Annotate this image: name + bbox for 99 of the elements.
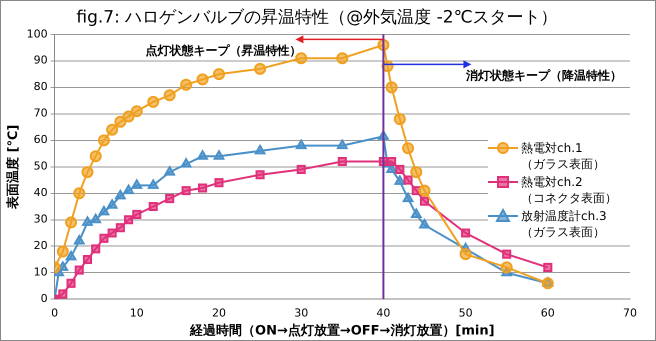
chart-title: fig.7: ハロゲンバルブの昇温特性（@外気温度 -2℃スタート）: [76, 8, 558, 28]
point: [420, 196, 430, 206]
annotation: 消灯状態キープ（降温特性）: [465, 68, 622, 83]
point: [336, 140, 348, 150]
point: [58, 289, 68, 298]
point: [130, 105, 143, 118]
point: [386, 81, 398, 94]
point: [82, 254, 92, 264]
point: [338, 156, 347, 166]
point: [147, 96, 160, 108]
point: [214, 178, 224, 188]
point: [148, 202, 158, 212]
point: [182, 186, 191, 196]
y-tick-label: 10: [34, 266, 48, 279]
point: [66, 250, 76, 260]
point: [114, 116, 126, 128]
point: [336, 52, 348, 64]
point: [73, 187, 86, 200]
point: [502, 250, 512, 259]
point: [164, 89, 176, 102]
point: [296, 140, 307, 150]
y-tick-label: 90: [34, 54, 48, 67]
y-tick-label: 100: [26, 27, 48, 40]
point: [196, 73, 209, 86]
y-tick-label: 40: [34, 186, 48, 200]
x-tick-label: 30: [294, 306, 308, 320]
point: [124, 215, 134, 224]
point: [98, 206, 110, 216]
point: [180, 78, 192, 91]
x-tick-label: 70: [623, 306, 637, 320]
x-axis-title: 経過時間（ON→点灯放置→OFF→消灯放置）[min]: [189, 322, 495, 339]
annotation: 点灯状態キープ（昇温特性）: [145, 44, 302, 58]
point: [90, 150, 102, 162]
y-tick-label: 20: [34, 239, 48, 252]
point: [106, 124, 118, 136]
point: [295, 52, 308, 64]
x-tick-label: 50: [458, 306, 473, 320]
x-tick-label: 0: [51, 306, 58, 320]
point: [197, 150, 208, 160]
point: [402, 142, 414, 154]
point: [108, 228, 117, 238]
point: [419, 219, 430, 229]
point: [212, 68, 225, 80]
point: [131, 179, 142, 189]
point: [296, 164, 306, 174]
x-tick-label: 20: [212, 306, 226, 320]
point: [542, 277, 554, 290]
y-tick-label: 80: [34, 80, 48, 94]
point: [394, 113, 406, 126]
point: [254, 144, 266, 154]
point: [410, 208, 422, 218]
y-tick-label: 0: [40, 292, 48, 306]
point: [256, 170, 265, 180]
y-tick-label: 30: [34, 212, 48, 226]
point: [106, 199, 118, 209]
point: [99, 234, 108, 243]
x-tick-label: 40: [376, 306, 390, 320]
point: [132, 210, 142, 219]
legend-label: 熱電対ch.1 （ガラス表面）: [521, 140, 606, 172]
legend-label: 熱電対ch.2 （コネクタ表面）: [521, 174, 618, 206]
point: [90, 214, 102, 224]
point: [410, 166, 422, 178]
y-tick-label: 50: [34, 160, 48, 173]
point: [123, 184, 134, 194]
point: [98, 134, 110, 146]
point: [387, 156, 396, 166]
point: [395, 164, 404, 174]
point: [65, 216, 78, 228]
point: [115, 190, 126, 200]
point: [91, 244, 100, 254]
point: [74, 266, 84, 275]
point: [254, 62, 266, 75]
point: [82, 216, 93, 226]
point: [500, 261, 513, 274]
point: [214, 150, 224, 160]
point: [402, 192, 414, 202]
y-tick-label: 60: [34, 133, 48, 146]
point: [418, 184, 430, 197]
point: [66, 278, 76, 288]
y-tick-label: 70: [34, 106, 48, 120]
point: [81, 166, 94, 178]
x-tick-label: 10: [130, 306, 144, 320]
point: [116, 223, 125, 232]
point: [198, 183, 208, 193]
point: [74, 234, 85, 244]
point: [404, 176, 413, 185]
point: [460, 248, 472, 260]
point: [394, 175, 406, 185]
point: [122, 110, 135, 122]
point: [165, 194, 174, 204]
point: [148, 179, 159, 189]
point: [180, 158, 192, 168]
legend-label: 放射温度計ch.3 （ガラス表面）: [521, 208, 608, 240]
point: [461, 228, 470, 238]
point: [543, 262, 552, 272]
y-axis-title: 表面温度 [℃]: [5, 124, 22, 210]
x-tick-label: 60: [540, 306, 555, 320]
point: [164, 166, 176, 176]
point: [56, 246, 69, 258]
